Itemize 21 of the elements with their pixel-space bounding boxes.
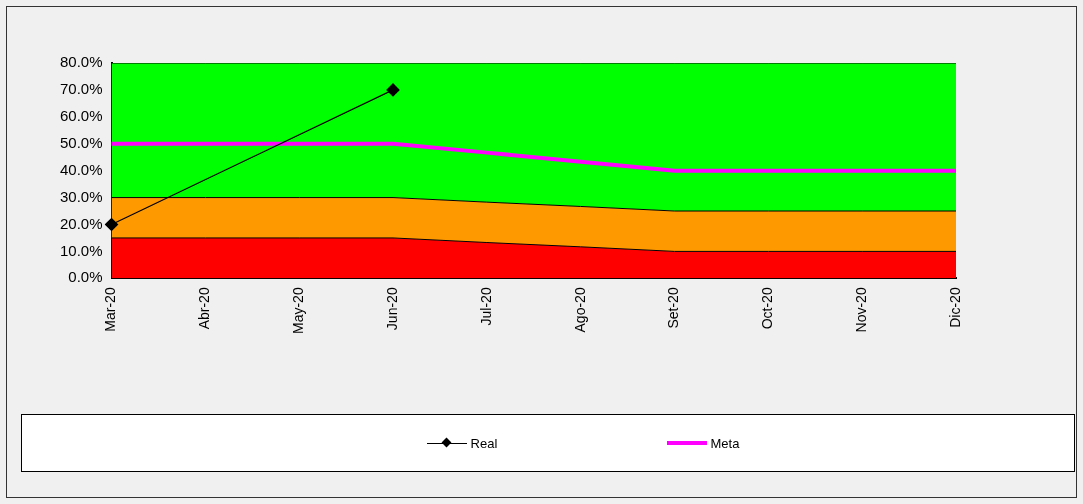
y-tick-label: 60.0% [59, 106, 103, 124]
y-tick-label: 10.0% [59, 241, 103, 259]
x-tick-label: Oct-20 [759, 287, 776, 330]
legend-label: Real [470, 435, 498, 451]
x-tick-label: May-20 [290, 287, 307, 334]
x-tick-label: Jun-20 [383, 287, 400, 331]
y-tick-label: 50.0% [59, 133, 103, 151]
x-tick-label: Abr-20 [196, 287, 213, 330]
x-tick-label: Dic-20 [946, 287, 963, 328]
y-tick-label: 30.0% [59, 187, 103, 205]
x-tick-label: Set-20 [665, 287, 682, 329]
y-tick-label: 40.0% [59, 160, 103, 178]
y-tick-label: 0.0% [68, 268, 103, 286]
y-tick-label: 80.0% [59, 53, 103, 71]
legend-label: Meta [710, 435, 740, 451]
y-tick-label: 20.0% [59, 214, 103, 232]
x-tick-label: Nov-20 [853, 287, 870, 333]
x-tick-label: Mar-20 [102, 287, 119, 332]
x-tick-label: Jul-20 [477, 287, 494, 326]
y-tick-label: 70.0% [59, 80, 103, 98]
x-tick-label: Ago-20 [571, 287, 588, 333]
